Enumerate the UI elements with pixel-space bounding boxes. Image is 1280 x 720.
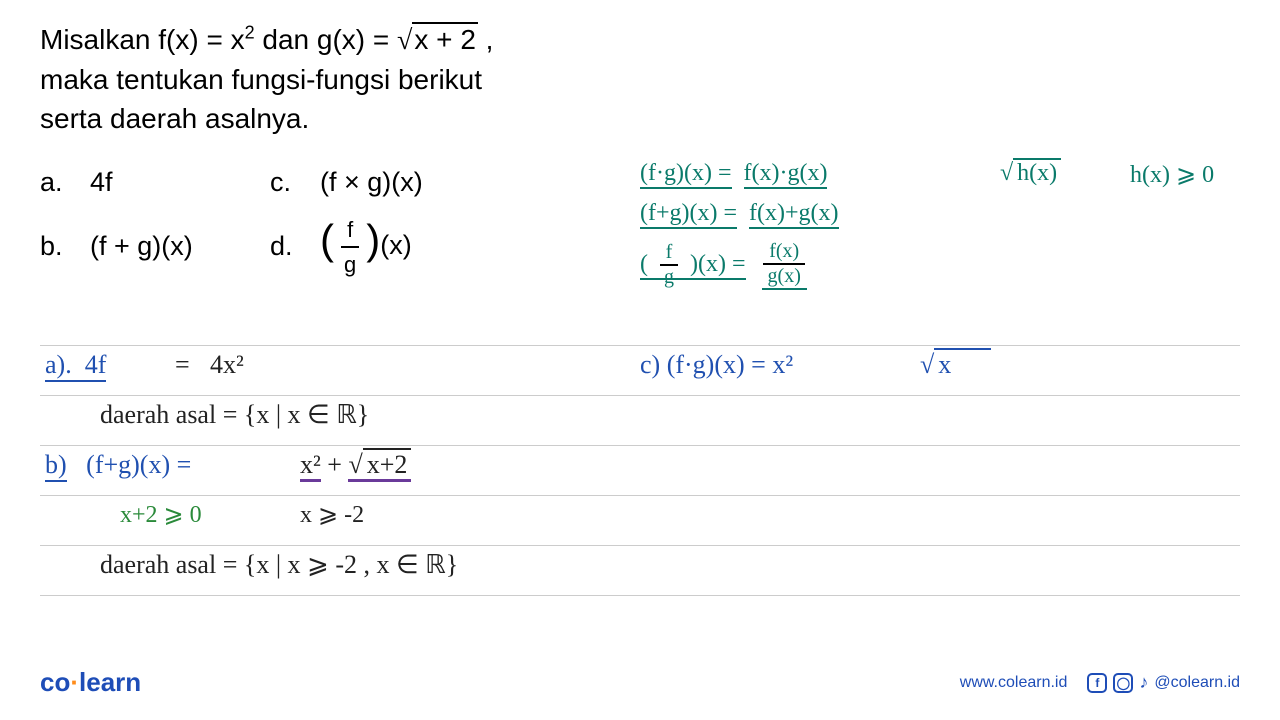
option-c-value: (f × g)(x) [320, 162, 423, 203]
problem-line1-b: dan g(x) = [255, 24, 397, 55]
sqrt-hx-inner: h(x) [1013, 158, 1061, 186]
problem-line1-a: Misalkan f(x) = x [40, 24, 245, 55]
work-c: c) (f·g)(x) = x² [640, 350, 793, 380]
b-domain: daerah asal = {x | x ⩾ -2 , x ∈ ℝ} [100, 550, 458, 580]
def3-den: g [658, 266, 680, 289]
frac-den: g [338, 248, 362, 281]
problem-line1-c: , [478, 24, 494, 55]
option-row-2: b. (f + g)(x) d. (fg)(x) [40, 213, 423, 281]
facebook-icon: f [1087, 673, 1107, 693]
option-d-value: (fg)(x) [320, 213, 412, 281]
option-a-value: 4f [90, 162, 270, 203]
b-x2: x² [300, 450, 321, 482]
rule-line [40, 545, 1240, 546]
hx-condition: h(x) ⩾ 0 [1130, 160, 1214, 189]
logo: co·learn [40, 667, 141, 698]
frac-num: f [341, 213, 359, 248]
def3-eq: (x) = [698, 251, 746, 277]
problem-line3: serta daerah asalnya. [40, 99, 493, 138]
footer-handle: @colearn.id [1154, 674, 1240, 692]
def-fplusg: (f+g)(x) = f(x)+g(x) [640, 200, 839, 227]
option-d-label: d. [270, 226, 320, 267]
def3-r-num: f(x) [763, 240, 805, 265]
logo-dot: · [70, 667, 79, 697]
options-block: a. 4f c. (f × g)(x) b. (f + g)(x) d. (fg… [40, 162, 423, 289]
footer: co·learn www.colearn.id f ◯ ♪ @colearn.i… [40, 667, 1240, 698]
a-rhs: 4x² [210, 350, 244, 380]
problem-line1: Misalkan f(x) = x2 dan g(x) = √x + 2 , [40, 20, 493, 60]
def1-rhs: f(x)·g(x) [744, 160, 828, 189]
c-eq: (f·g)(x) = x² [667, 350, 793, 379]
option-row-1: a. 4f c. (f × g)(x) [40, 162, 423, 203]
rule-line [40, 495, 1240, 496]
rule-line [40, 345, 1240, 346]
c-label: c) [640, 350, 660, 379]
instagram-icon: ◯ [1113, 673, 1133, 693]
work-a-label: a). 4f [45, 350, 106, 380]
problem-line2: maka tentukan fungsi-fungsi berikut [40, 60, 493, 99]
b-label: b) [45, 450, 67, 479]
sup-2: 2 [245, 23, 255, 43]
def1-lhs: (f·g)(x) = [640, 160, 732, 189]
option-b-label: b. [40, 226, 90, 267]
rule-line [40, 445, 1240, 446]
rule-line [40, 395, 1240, 396]
a-lhs: 4f [85, 350, 107, 379]
tiktok-icon: ♪ [1139, 672, 1148, 693]
b-cond2: x ⩾ -2 [300, 500, 364, 529]
option-c-label: c. [270, 162, 320, 203]
problem-statement: Misalkan f(x) = x2 dan g(x) = √x + 2 , m… [40, 20, 493, 139]
def2-lhs: (f+g)(x) = [640, 200, 737, 229]
b-rhs: x² + √x+2 [300, 450, 411, 480]
def2-rhs: f(x)+g(x) [749, 200, 839, 229]
social-icons: f ◯ ♪ @colearn.id [1087, 672, 1240, 693]
option-b-value: (f + g)(x) [90, 226, 270, 267]
b-plus: + [327, 450, 342, 479]
problem-sqrt: x + 2 [412, 22, 477, 55]
c-sqrt-inner: x [934, 348, 991, 379]
a-domain: daerah asal = {x | x ∈ ℝ} [100, 400, 369, 430]
sqrt-hx: √h(x) [1000, 160, 1061, 187]
def3-num: f [660, 241, 679, 266]
b-cond1: x+2 ⩾ 0 [120, 500, 202, 529]
def3-r-den: g(x) [762, 265, 807, 290]
rule-line [40, 595, 1240, 596]
def-fdivg: ( fg )(x) = f(x)g(x) [640, 240, 811, 290]
footer-right: www.colearn.id f ◯ ♪ @colearn.id [960, 672, 1240, 693]
work-b: b) (f+g)(x) = [45, 450, 191, 480]
a-eq: = [175, 350, 190, 380]
def-fg: (f·g)(x) = f(x)·g(x) [640, 160, 827, 187]
option-a-label: a. [40, 162, 90, 203]
option-d-suffix: (x) [380, 230, 411, 260]
footer-url: www.colearn.id [960, 674, 1068, 692]
c-sqrt: √x [920, 350, 991, 380]
a-label: a). [45, 350, 72, 379]
logo-co: co [40, 667, 70, 697]
logo-learn: learn [79, 667, 141, 697]
b-sqrt: x+2 [363, 448, 412, 479]
b-eq: (f+g)(x) = [86, 450, 191, 479]
